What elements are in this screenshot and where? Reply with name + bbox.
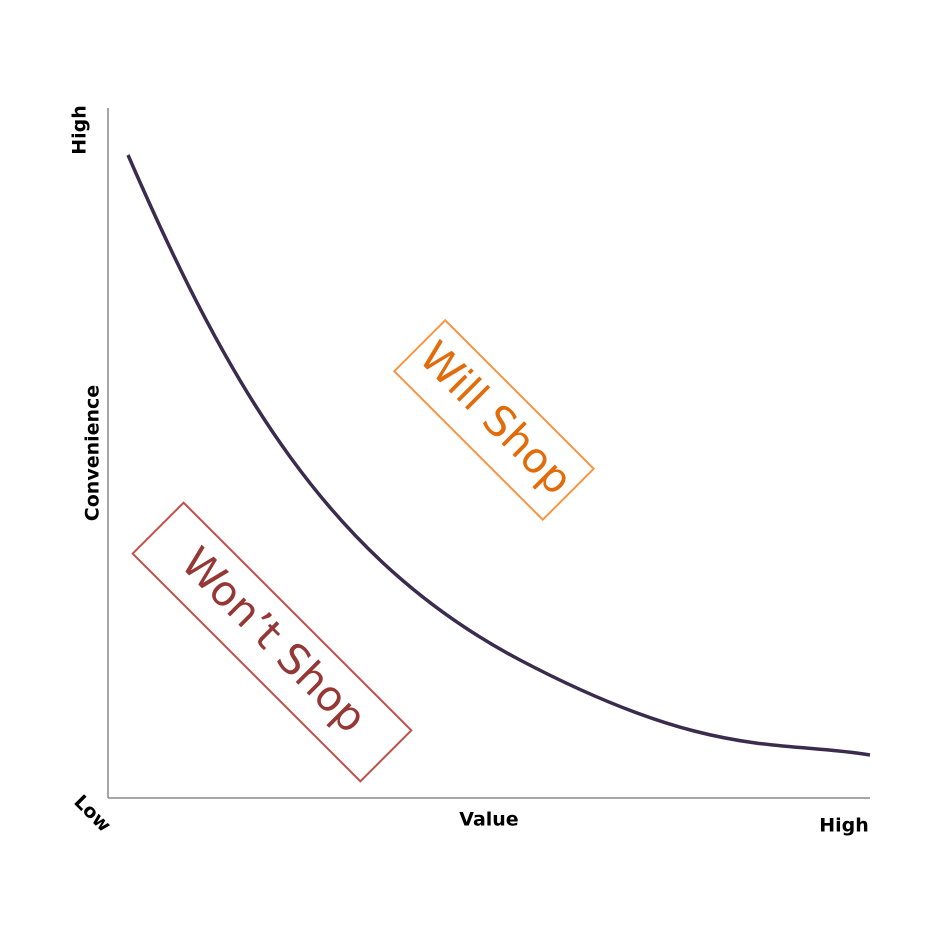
region-label: Won’t Shop [172, 538, 376, 742]
x-axis-label: Value [459, 809, 518, 831]
region-box [392, 318, 596, 522]
will-shop-region: Will Shop [392, 318, 596, 522]
indifference-curve [126, 154, 871, 757]
region-box [131, 501, 413, 783]
x-axis-high: High [819, 815, 869, 837]
wont-shop-region: Won’t Shop [131, 501, 413, 783]
y-axis-high: High [69, 105, 91, 155]
region-label: Will Shop [410, 332, 582, 504]
y-axis-label: Convenience [82, 385, 104, 521]
